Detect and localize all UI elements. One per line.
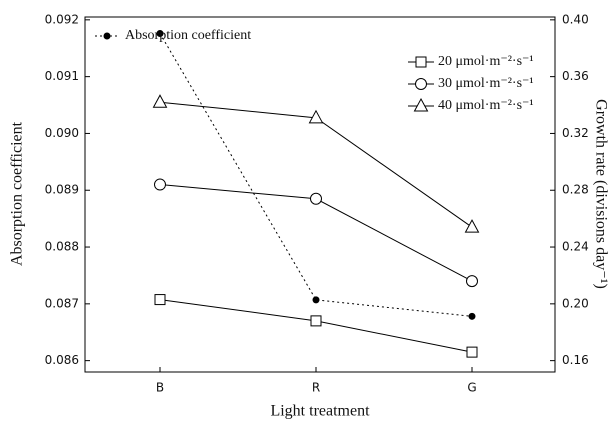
y2-tick-label: 0.36 (562, 69, 589, 83)
x-tick-label: B (156, 381, 164, 395)
x-tick-label: G (467, 381, 476, 395)
x-axis-label: Light treatment (270, 403, 370, 420)
y2-tick-label: 0.20 (562, 296, 589, 310)
legend-marker (413, 97, 429, 112)
y-tick-label: 0.087 (45, 296, 79, 310)
y-axis-label: Absorption coefficient (9, 121, 26, 266)
data-point (308, 109, 324, 124)
plot-frame (84, 16, 556, 373)
data-point (466, 275, 478, 288)
legend-marker (415, 78, 427, 90)
legend-marker (415, 56, 427, 68)
data-point (310, 315, 322, 327)
data-point (464, 219, 480, 233)
y-tick-label: 0.089 (45, 183, 79, 197)
y2-tick-label: 0.16 (562, 353, 589, 367)
data-point (154, 294, 166, 306)
y2-tick-label: 0.24 (562, 240, 589, 254)
legend-marker (103, 32, 111, 40)
data-point (466, 346, 478, 358)
y2-tick-label: 0.28 (562, 183, 589, 197)
x-tick-label: R (312, 381, 320, 395)
y-tick-label: 0.092 (45, 12, 79, 26)
data-point (154, 178, 166, 191)
data-point (468, 312, 476, 320)
y-tick-label: 0.090 (45, 126, 79, 140)
data-point (312, 296, 320, 304)
y2-axis-label: Growth rate (divisions day⁻¹) (592, 99, 609, 289)
data-point (156, 29, 164, 37)
data-point (152, 94, 168, 108)
y2-tick-label: 0.40 (562, 12, 589, 26)
legend-label: 30 μmol·m⁻²·s⁻¹ (438, 76, 534, 91)
y-tick-label: 0.091 (45, 69, 79, 83)
legend-label: 40 μmol·m⁻²·s⁻¹ (438, 98, 534, 113)
y2-tick-label: 0.32 (562, 126, 589, 140)
legend-label: Absorption coefficient (125, 28, 251, 43)
series-line (159, 33, 473, 317)
y-tick-label: 0.086 (45, 353, 79, 367)
legend-label: 20 μmol·m⁻²·s⁻¹ (438, 54, 534, 69)
data-point (310, 192, 322, 205)
y-tick-label: 0.088 (45, 240, 79, 254)
